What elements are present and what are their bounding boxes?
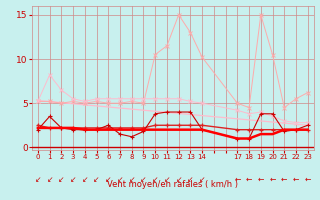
Text: ←: ← — [305, 175, 311, 184]
X-axis label: Vent moyen/en rafales ( km/h ): Vent moyen/en rafales ( km/h ) — [107, 180, 238, 189]
Text: ←: ← — [258, 175, 264, 184]
Text: ←: ← — [234, 175, 241, 184]
Text: ↙: ↙ — [164, 175, 170, 184]
Text: ↙: ↙ — [70, 175, 76, 184]
Text: ↙: ↙ — [35, 175, 41, 184]
Text: ↙: ↙ — [117, 175, 123, 184]
Text: ↙: ↙ — [58, 175, 65, 184]
Text: ↙: ↙ — [140, 175, 147, 184]
Text: ↙: ↙ — [82, 175, 88, 184]
Text: ←: ← — [269, 175, 276, 184]
Text: ↙: ↙ — [187, 175, 194, 184]
Text: ↙: ↙ — [175, 175, 182, 184]
Text: ↙: ↙ — [152, 175, 158, 184]
Text: ←: ← — [293, 175, 299, 184]
Text: ↙: ↙ — [105, 175, 111, 184]
Text: ↙: ↙ — [129, 175, 135, 184]
Text: ↙: ↙ — [46, 175, 53, 184]
Text: ↙: ↙ — [93, 175, 100, 184]
Text: ←: ← — [281, 175, 287, 184]
Text: ↙: ↙ — [199, 175, 205, 184]
Text: ←: ← — [246, 175, 252, 184]
